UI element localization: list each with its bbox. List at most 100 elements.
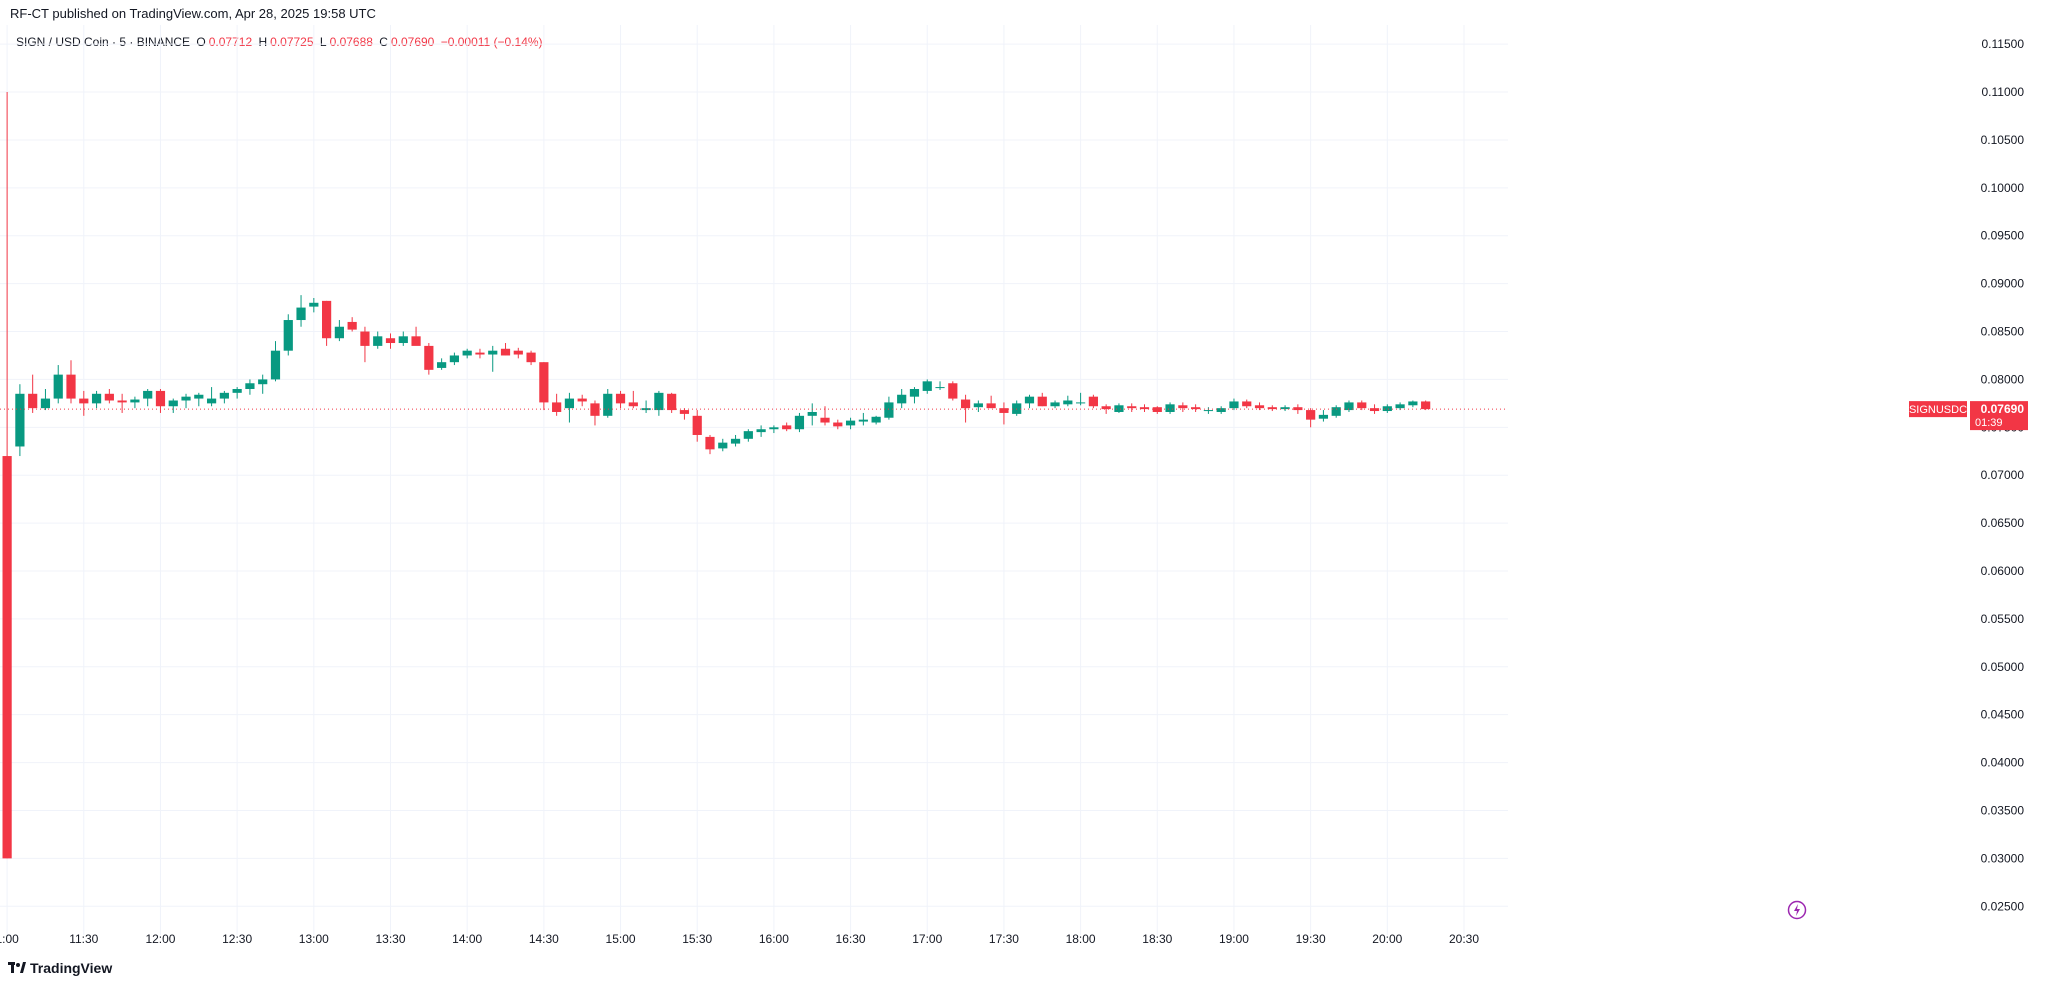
candle[interactable] xyxy=(53,365,63,404)
candle[interactable] xyxy=(385,333,396,349)
candle[interactable] xyxy=(1178,402,1188,412)
candle[interactable] xyxy=(334,320,344,342)
candle[interactable] xyxy=(794,412,805,433)
candle[interactable] xyxy=(206,387,217,407)
candle[interactable] xyxy=(679,408,690,420)
candle[interactable] xyxy=(373,331,383,349)
candle[interactable] xyxy=(539,362,549,411)
candle[interactable] xyxy=(1076,392,1086,406)
candle[interactable] xyxy=(40,389,51,411)
candle[interactable] xyxy=(820,406,830,426)
candle[interactable] xyxy=(1267,405,1277,412)
candle[interactable] xyxy=(564,392,575,423)
candle[interactable] xyxy=(219,390,229,404)
candle[interactable] xyxy=(641,400,651,413)
candle[interactable] xyxy=(79,390,89,416)
candle[interactable] xyxy=(1050,400,1060,409)
candle[interactable] xyxy=(552,393,562,416)
candle[interactable] xyxy=(1306,408,1316,428)
candle[interactable] xyxy=(730,434,741,447)
candle[interactable] xyxy=(654,390,664,416)
tradingview-logo[interactable]: TradingView xyxy=(8,960,112,976)
candle[interactable] xyxy=(1369,404,1380,414)
candle[interactable] xyxy=(1318,410,1329,422)
candle[interactable] xyxy=(2,92,12,859)
candle[interactable] xyxy=(1012,400,1022,416)
candle[interactable] xyxy=(1114,403,1124,413)
candle[interactable] xyxy=(462,348,472,359)
candle[interactable] xyxy=(667,392,677,413)
candle[interactable] xyxy=(692,410,702,442)
candle[interactable] xyxy=(1203,407,1214,414)
candle[interactable] xyxy=(130,396,140,409)
candle[interactable] xyxy=(1088,394,1098,409)
legend-symbol[interactable]: SIGN / USD Coin · 5 · BINANCE xyxy=(16,35,191,49)
candle[interactable] xyxy=(1191,404,1201,412)
candle[interactable] xyxy=(309,298,319,313)
candle[interactable] xyxy=(1357,400,1367,411)
candle[interactable] xyxy=(1063,395,1073,407)
candle[interactable] xyxy=(1165,402,1175,414)
candle[interactable] xyxy=(1127,403,1137,412)
candle[interactable] xyxy=(1152,406,1162,414)
candle[interactable] xyxy=(1216,406,1226,414)
candle[interactable] xyxy=(258,374,268,394)
candle[interactable] xyxy=(360,326,370,363)
candle[interactable] xyxy=(1382,404,1392,413)
candle[interactable] xyxy=(986,395,996,409)
candle[interactable] xyxy=(960,394,971,423)
candle[interactable] xyxy=(245,379,255,395)
candle[interactable] xyxy=(194,392,204,407)
candle[interactable] xyxy=(909,387,920,404)
candle[interactable] xyxy=(181,393,191,409)
flash-icon[interactable] xyxy=(1787,900,1807,920)
candle[interactable] xyxy=(769,425,779,434)
candle[interactable] xyxy=(935,381,945,390)
candle[interactable] xyxy=(628,390,638,409)
candle[interactable] xyxy=(168,398,178,413)
candle[interactable] xyxy=(756,425,766,437)
candle[interactable] xyxy=(973,400,983,412)
candle[interactable] xyxy=(1037,392,1047,407)
candle[interactable] xyxy=(1254,402,1265,411)
candle[interactable] xyxy=(296,295,306,327)
candle[interactable] xyxy=(871,415,881,425)
candle[interactable] xyxy=(897,389,907,409)
candle[interactable] xyxy=(283,314,293,356)
candle[interactable] xyxy=(143,389,153,407)
candle[interactable] xyxy=(322,300,332,346)
candle[interactable] xyxy=(500,343,511,356)
candle[interactable] xyxy=(1331,405,1341,418)
candle[interactable] xyxy=(603,389,613,418)
candle[interactable] xyxy=(858,412,868,426)
candle[interactable] xyxy=(449,352,460,366)
candle[interactable] xyxy=(104,389,114,404)
candle[interactable] xyxy=(437,358,447,370)
candle[interactable] xyxy=(66,360,76,404)
candle[interactable] xyxy=(232,387,242,399)
candle[interactable] xyxy=(1139,404,1150,412)
candle[interactable] xyxy=(28,374,38,413)
candle[interactable] xyxy=(398,331,408,346)
candle[interactable] xyxy=(718,438,728,452)
candle[interactable] xyxy=(807,403,817,426)
candle[interactable] xyxy=(270,341,281,382)
candle[interactable] xyxy=(705,434,715,455)
candle[interactable] xyxy=(782,422,792,432)
candle[interactable] xyxy=(999,402,1009,425)
candle[interactable] xyxy=(1408,400,1418,408)
candle[interactable] xyxy=(1024,394,1035,409)
candle[interactable] xyxy=(347,317,357,332)
candle[interactable] xyxy=(91,390,102,409)
candle[interactable] xyxy=(743,429,753,442)
candle[interactable] xyxy=(922,379,932,394)
candle[interactable] xyxy=(845,417,856,430)
candle[interactable] xyxy=(411,326,421,346)
candle[interactable] xyxy=(590,400,600,426)
candle[interactable] xyxy=(513,347,523,359)
candle[interactable] xyxy=(1421,400,1431,411)
candle[interactable] xyxy=(884,396,894,420)
candle[interactable] xyxy=(615,390,626,409)
candle[interactable] xyxy=(1344,400,1354,412)
